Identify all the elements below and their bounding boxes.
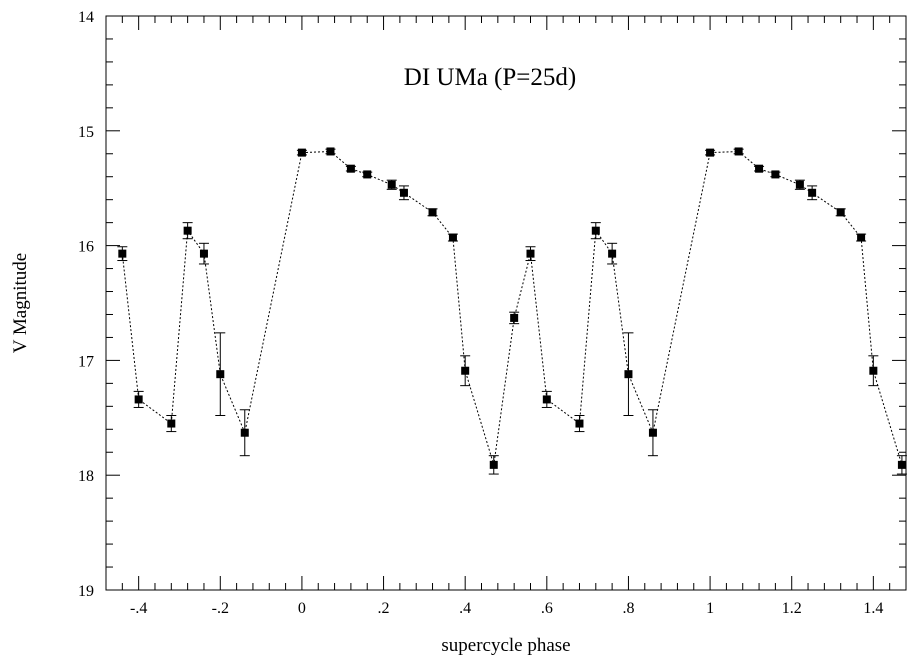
data-point (857, 233, 866, 242)
data-point (706, 148, 715, 157)
x-tick-label: 1.2 (782, 600, 802, 617)
data-point (510, 313, 519, 322)
data-point (399, 188, 408, 197)
data-point (808, 188, 817, 197)
data-point (771, 170, 780, 179)
data-point (448, 233, 457, 242)
x-tick-label: -.2 (212, 600, 229, 617)
data-point (118, 249, 127, 258)
data-point (591, 226, 600, 235)
data-point (624, 370, 633, 379)
data-point (428, 208, 437, 217)
y-tick-label: 16 (78, 239, 94, 256)
data-point (167, 419, 176, 428)
x-tick-label: 1.4 (863, 600, 883, 617)
y-tick-label: 15 (78, 124, 94, 141)
data-point (326, 147, 335, 156)
data-point (526, 249, 535, 258)
connecting-line (121, 150, 903, 466)
data-point (134, 395, 143, 404)
data-point (755, 164, 764, 173)
x-tick-label: -.4 (130, 600, 147, 617)
data-point (869, 366, 878, 375)
plot-frame (105, 15, 907, 591)
data-point (489, 460, 498, 469)
data-point (183, 226, 192, 235)
y-axis-title: V Magnitude (10, 253, 31, 353)
data-point (836, 208, 845, 217)
x-axis-title: supercycle phase (441, 635, 570, 656)
data-markers (118, 147, 906, 469)
x-tick-label: .8 (622, 600, 634, 617)
data-point (608, 249, 617, 258)
y-tick-label: 14 (78, 9, 94, 26)
data-point (387, 180, 396, 189)
data-point (575, 419, 584, 428)
y-tick-label: 17 (78, 353, 94, 370)
data-point (648, 428, 657, 437)
x-tick-label: 0 (298, 600, 306, 617)
data-point (734, 147, 743, 156)
axis-ticks (105, 15, 907, 591)
x-tick-label: 1 (706, 600, 714, 617)
data-point (346, 164, 355, 173)
data-point (795, 180, 804, 189)
data-point (542, 395, 551, 404)
error-bars (117, 148, 907, 475)
x-tick-label: .2 (378, 600, 390, 617)
x-tick-label: .6 (541, 600, 553, 617)
y-tick-label: 18 (78, 468, 94, 485)
data-point (216, 370, 225, 379)
x-tick-label: .4 (459, 600, 471, 617)
data-point (240, 428, 249, 437)
data-point (897, 460, 906, 469)
tick-labels: -.4 -.2 0 .2 .4 .6 .8 1 1.2 1.4 14 15 16 17 18 19 (78, 9, 883, 617)
data-point (461, 366, 470, 375)
data-point (199, 249, 208, 258)
y-tick-label: 19 (78, 583, 94, 600)
chart-title: DI UMa (P=25d) (404, 64, 576, 91)
data-point (363, 170, 372, 179)
data-point (297, 148, 306, 157)
